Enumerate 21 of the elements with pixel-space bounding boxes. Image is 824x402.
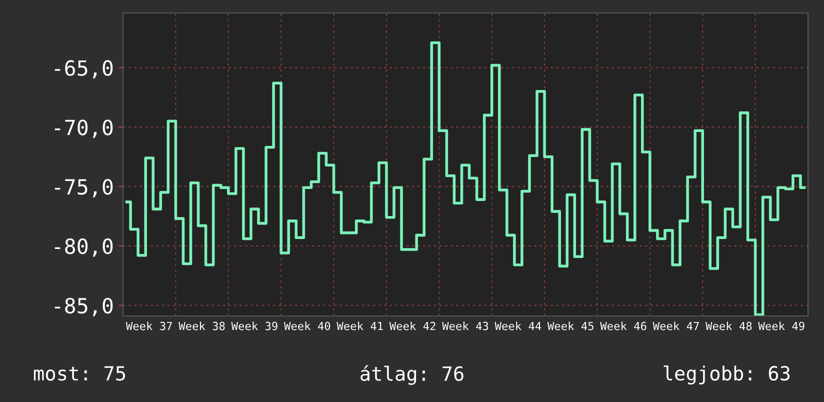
y-tick-label: -65,0 (54, 60, 113, 79)
x-tick-label: Week 47 (652, 322, 699, 330)
x-tick-label: Week 44 (494, 322, 542, 330)
x-tick-label: Week 40 (284, 322, 330, 330)
x-tick-label: Week 42 (389, 322, 436, 330)
text: most: 75 (34, 366, 126, 381)
text: legjobb: 63 (664, 365, 790, 385)
text: átlag: 76 (360, 365, 464, 385)
x-tick-label: Week 49 (758, 322, 804, 330)
x-tick-label: Week 37 (126, 322, 172, 330)
y-tick-label: -75,0 (54, 178, 113, 198)
y-tick-label: -85,0 (54, 298, 113, 316)
x-tick-label: Week 48 (706, 322, 752, 330)
x-tick-label: Week 38 (178, 322, 225, 330)
x-tick-label: Week 39 (231, 322, 278, 330)
y-tick-label: -70,0 (54, 120, 113, 138)
x-tick-label: Week 45 (547, 322, 594, 330)
x-tick-label: Week 43 (442, 322, 488, 330)
y-tick-label: -80,0 (54, 238, 113, 257)
x-tick-label: Week 46 (600, 322, 646, 330)
x-tick-label: Week 41 (336, 322, 383, 330)
